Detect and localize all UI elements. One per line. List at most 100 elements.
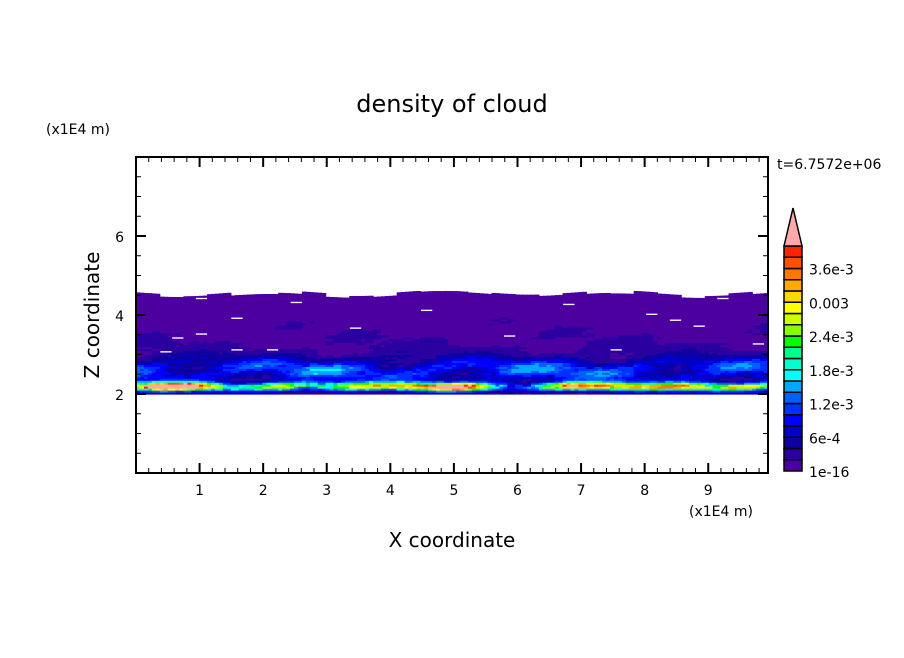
field-cell: [207, 305, 212, 308]
field-cell: [392, 382, 398, 385]
field-cell: [321, 368, 327, 371]
field-cell: [234, 309, 240, 312]
field-cell: [384, 376, 390, 379]
field-cell: [475, 382, 481, 385]
field-cell: [179, 358, 184, 362]
field-cell: [250, 362, 256, 365]
field-cell: [373, 392, 378, 395]
field-cell: [143, 356, 149, 360]
field-cell: [215, 311, 220, 314]
field-cell: [345, 350, 350, 354]
field-cell: [495, 332, 500, 336]
field-cell: [515, 313, 520, 316]
field-cell: [159, 374, 165, 377]
field-cell: [487, 316, 493, 320]
field-cell: [246, 356, 252, 360]
field-cell: [479, 364, 485, 367]
field-cell: [376, 376, 382, 379]
field-cell: [459, 293, 465, 296]
field-cell: [286, 336, 291, 340]
field-cell: [139, 292, 145, 294]
field-cell: [388, 316, 394, 320]
field-cell: [136, 292, 141, 294]
field-cell: [139, 309, 145, 312]
field-cell: [155, 320, 161, 324]
field-cell: [353, 372, 358, 375]
field-cell: [384, 378, 390, 381]
field-cell: [286, 368, 291, 371]
field-cell: [495, 392, 500, 395]
field-cell: [301, 352, 307, 356]
field-cell: [337, 297, 342, 300]
field-cell: [380, 346, 386, 350]
field-cell: [325, 313, 331, 316]
field-cell: [349, 346, 354, 350]
field-cell: [309, 295, 315, 298]
field-cell: [499, 378, 504, 381]
field-cell: [400, 316, 406, 320]
field-cell: [376, 366, 382, 369]
field-cell: [420, 360, 425, 363]
field-cell: [226, 301, 232, 304]
field-cell: [369, 384, 374, 387]
field-cell: [203, 378, 208, 381]
field-cell: [167, 390, 173, 393]
field-cell: [163, 311, 169, 314]
field-cell: [353, 342, 358, 346]
field-cell: [515, 332, 520, 336]
field-cell: [246, 368, 252, 371]
field-cell: [376, 326, 382, 330]
field-cell: [155, 370, 161, 373]
field-cell: [266, 301, 271, 304]
field-cell: [507, 311, 512, 314]
field-cell: [479, 388, 485, 391]
field-cell: [487, 338, 493, 342]
field-cell: [297, 364, 303, 367]
field-cell: [171, 313, 177, 316]
field-cell: [420, 372, 425, 375]
field-cell: [452, 291, 457, 292]
field-cell: [254, 376, 260, 379]
field-cell: [369, 364, 374, 367]
field-cell: [373, 354, 378, 358]
field-cell: [495, 340, 500, 344]
field-cell: [408, 299, 414, 302]
field-cell: [507, 382, 512, 385]
field-cell: [250, 309, 256, 312]
field-cell: [159, 296, 165, 298]
field-cell: [230, 378, 236, 381]
field-cell: [471, 338, 477, 342]
field-cell: [495, 356, 500, 360]
field-cell: [459, 291, 465, 294]
field-cell: [155, 307, 161, 310]
field-cell: [519, 311, 524, 314]
field-cell: [270, 382, 275, 385]
field-cell: [258, 294, 263, 296]
field-cell: [230, 350, 236, 354]
field-cell: [503, 364, 508, 367]
field-cell: [175, 303, 181, 306]
field-cell: [175, 301, 181, 304]
field-cell: [325, 324, 331, 328]
field-cell: [471, 376, 477, 379]
field-cell: [491, 332, 497, 336]
field-cell: [250, 370, 256, 373]
field-cell: [463, 346, 469, 350]
field-cell: [495, 311, 500, 314]
field-cell: [195, 307, 200, 310]
field-cell: [452, 360, 457, 363]
field-cell: [428, 332, 433, 336]
field-cell: [503, 376, 508, 379]
field-cell: [250, 386, 256, 389]
field-cell: [222, 332, 228, 336]
field-cell: [179, 316, 184, 320]
field-cell: [301, 328, 307, 332]
field-cell: [270, 340, 275, 344]
field-cell: [163, 330, 169, 334]
field-cell: [353, 296, 358, 298]
field-cell: [139, 350, 145, 354]
field-cell: [282, 342, 287, 346]
field-cell: [305, 318, 311, 322]
field-cell: [499, 370, 504, 373]
field-cell: [297, 366, 303, 369]
